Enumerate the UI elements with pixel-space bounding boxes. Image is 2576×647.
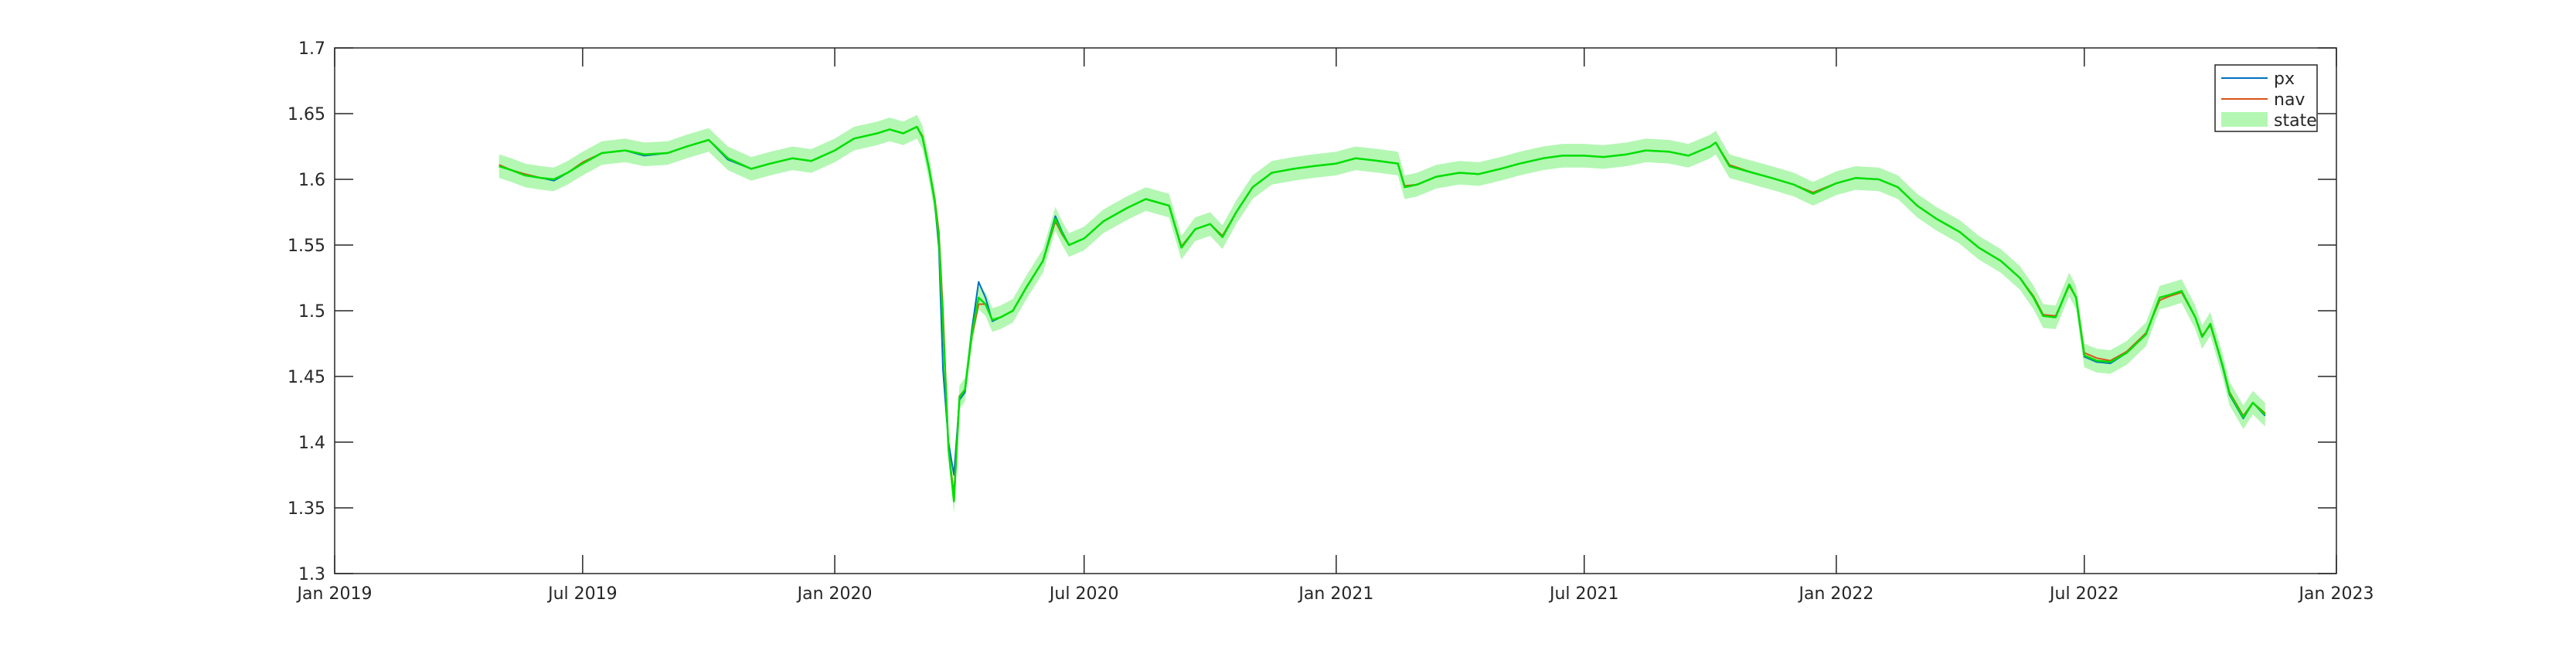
- state-band: [499, 114, 2265, 513]
- plot-background: [335, 48, 2336, 574]
- series-lines-layer: [499, 125, 2266, 502]
- y-tick-label: 1.3: [298, 565, 325, 584]
- x-tick-label: Jul 2022: [2048, 584, 2119, 604]
- y-tick-label: 1.4: [298, 434, 325, 453]
- x-tick-label: Jan 2019: [296, 584, 373, 604]
- y-tick-label: 1.7: [298, 39, 325, 59]
- x-tick-label: Jan 2023: [2298, 584, 2374, 604]
- x-tick-label: Jul 2019: [546, 584, 618, 604]
- x-tick-label: Jan 2022: [1797, 584, 1873, 604]
- x-tick-label: Jul 2020: [1048, 584, 1119, 604]
- legend: px nav state: [2214, 64, 2318, 132]
- state-band-layer: [499, 114, 2265, 513]
- y-axis: 1.3 1.35 1.4 1.45 1.5 1.55 1.6 1.65 1.7: [288, 39, 2336, 584]
- x-tick-label: Jan 2021: [1297, 584, 1373, 604]
- y-tick-label: 1.5: [298, 302, 325, 322]
- y-tick-label: 1.45: [288, 368, 325, 387]
- y-tick-label: 1.35: [288, 499, 325, 519]
- y-tick-label: 1.65: [288, 105, 325, 124]
- legend-state-label: state: [2274, 111, 2317, 131]
- x-tick-label: Jul 2021: [1548, 584, 1619, 604]
- x-axis: Jan 2019 Jul 2019 Jan 2020 Jul 2020 Jan 2021…: [296, 48, 2374, 604]
- series-line-state: [499, 125, 2266, 502]
- y-tick-label: 1.6: [298, 171, 325, 190]
- legend-px-label: px: [2274, 70, 2295, 89]
- legend-nav-label: nav: [2274, 90, 2305, 110]
- legend-state-swatch: [2221, 112, 2268, 127]
- x-tick-label: Jan 2020: [796, 584, 873, 604]
- y-tick-label: 1.55: [288, 237, 325, 256]
